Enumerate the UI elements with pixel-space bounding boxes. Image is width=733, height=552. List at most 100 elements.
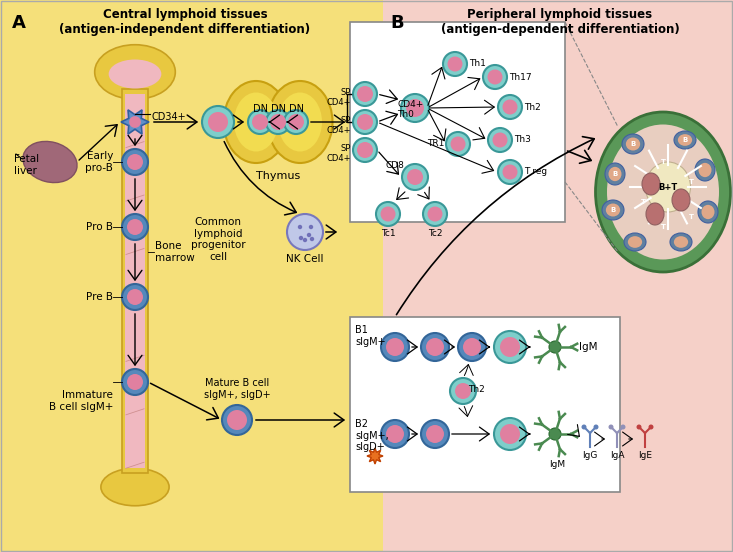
Ellipse shape <box>624 233 646 251</box>
Ellipse shape <box>605 163 625 185</box>
Circle shape <box>426 425 444 443</box>
FancyBboxPatch shape <box>0 0 383 552</box>
Circle shape <box>423 202 447 226</box>
Circle shape <box>421 333 449 361</box>
Text: Fetal
liver: Fetal liver <box>14 154 39 176</box>
Circle shape <box>402 164 428 190</box>
Circle shape <box>353 82 377 106</box>
Ellipse shape <box>606 204 620 216</box>
Text: Central lymphoid tissues
(antigen-independent differentiation): Central lymphoid tissues (antigen-indepe… <box>59 8 311 36</box>
Text: B: B <box>612 171 618 177</box>
Circle shape <box>488 128 512 152</box>
FancyBboxPatch shape <box>383 0 733 552</box>
Circle shape <box>498 160 522 184</box>
Ellipse shape <box>23 141 77 183</box>
Text: TR1: TR1 <box>427 140 444 148</box>
Text: B: B <box>611 207 616 213</box>
Text: Tc1: Tc1 <box>380 229 395 238</box>
Text: T: T <box>688 214 693 220</box>
Text: Th2: Th2 <box>468 385 485 394</box>
Text: Pro B: Pro B <box>86 222 113 232</box>
Text: B2
sIgM+,
sIgD+: B2 sIgM+, sIgD+ <box>355 419 388 452</box>
Circle shape <box>427 206 443 221</box>
Circle shape <box>357 114 373 130</box>
Circle shape <box>386 425 404 443</box>
Text: SP
CD4+: SP CD4+ <box>326 88 351 108</box>
Text: DN: DN <box>289 104 303 114</box>
Text: IgA: IgA <box>610 451 625 460</box>
Text: NK Cell: NK Cell <box>287 254 324 264</box>
Circle shape <box>127 154 143 170</box>
Ellipse shape <box>101 468 169 506</box>
Text: IgE: IgE <box>638 451 652 460</box>
Circle shape <box>443 52 467 76</box>
Circle shape <box>287 214 323 250</box>
Text: Tc2: Tc2 <box>428 229 442 238</box>
Text: B+T: B+T <box>658 183 677 192</box>
Circle shape <box>494 418 526 450</box>
Circle shape <box>463 338 481 356</box>
Circle shape <box>636 424 641 429</box>
Circle shape <box>129 116 141 128</box>
Circle shape <box>421 420 449 448</box>
Circle shape <box>380 206 396 221</box>
Text: T: T <box>660 224 666 230</box>
Text: T: T <box>660 159 666 165</box>
Text: IgG: IgG <box>582 451 597 460</box>
Ellipse shape <box>646 162 690 212</box>
Circle shape <box>483 65 507 89</box>
Text: SP
CD4+: SP CD4+ <box>326 144 351 163</box>
Text: Th2: Th2 <box>524 103 541 112</box>
Polygon shape <box>121 110 149 134</box>
Text: Early
pro-B: Early pro-B <box>85 151 113 173</box>
Text: Immature
B cell sIgM+: Immature B cell sIgM+ <box>48 390 113 412</box>
Text: Mature B cell
sIgM+, sIgD+: Mature B cell sIgM+, sIgD+ <box>204 379 270 400</box>
FancyBboxPatch shape <box>125 94 145 468</box>
Circle shape <box>309 225 313 229</box>
Circle shape <box>649 424 654 429</box>
Ellipse shape <box>678 134 692 146</box>
Circle shape <box>407 169 423 185</box>
Circle shape <box>310 237 314 241</box>
Text: Th1: Th1 <box>469 60 486 68</box>
Ellipse shape <box>608 167 622 181</box>
Circle shape <box>266 110 290 134</box>
Circle shape <box>450 378 476 404</box>
Text: T: T <box>641 199 646 205</box>
Circle shape <box>208 112 228 132</box>
Circle shape <box>122 369 148 395</box>
Circle shape <box>401 94 429 122</box>
Circle shape <box>270 114 286 130</box>
Circle shape <box>500 424 520 444</box>
Text: IgM: IgM <box>549 460 565 469</box>
Text: Bone
marrow: Bone marrow <box>155 241 195 263</box>
Circle shape <box>493 132 507 147</box>
Text: B: B <box>630 141 636 147</box>
Circle shape <box>381 420 409 448</box>
Text: SP
CD4+: SP CD4+ <box>326 116 351 135</box>
Ellipse shape <box>607 125 719 259</box>
Ellipse shape <box>674 236 688 248</box>
Circle shape <box>494 331 526 363</box>
Text: A: A <box>12 14 26 32</box>
Text: CD4+
Th0: CD4+ Th0 <box>397 100 423 119</box>
Text: CD8: CD8 <box>385 161 404 169</box>
Circle shape <box>252 114 268 130</box>
Circle shape <box>500 337 520 357</box>
Text: B: B <box>682 137 688 143</box>
Ellipse shape <box>626 137 640 151</box>
Ellipse shape <box>602 200 624 220</box>
Circle shape <box>621 424 625 429</box>
Ellipse shape <box>672 189 690 211</box>
Circle shape <box>455 383 471 399</box>
Circle shape <box>248 110 272 134</box>
Ellipse shape <box>642 173 660 195</box>
Circle shape <box>594 424 599 429</box>
Circle shape <box>376 202 400 226</box>
Circle shape <box>357 86 373 102</box>
Circle shape <box>426 338 444 356</box>
Text: Peripheral lymphoid tissues
(antigen-dependent differentiation): Peripheral lymphoid tissues (antigen-dep… <box>441 8 679 36</box>
Circle shape <box>503 99 517 114</box>
Circle shape <box>298 225 302 229</box>
FancyBboxPatch shape <box>350 22 565 222</box>
